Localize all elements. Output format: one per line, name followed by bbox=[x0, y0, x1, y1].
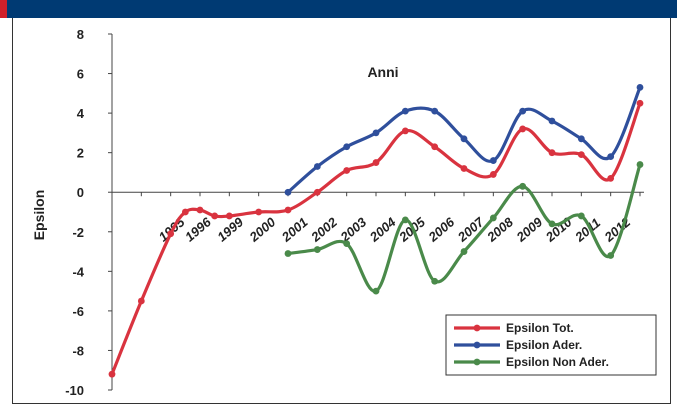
y-axis-label: Epsilon bbox=[31, 190, 47, 241]
data-point-epsilon-ader bbox=[548, 117, 556, 125]
data-point-epsilon-tot bbox=[211, 212, 219, 220]
data-point-epsilon-ader bbox=[431, 107, 439, 115]
data-point-epsilon-ader bbox=[460, 135, 468, 143]
data-point-epsilon-non-ader bbox=[284, 250, 292, 257]
data-point-epsilon-tot bbox=[225, 212, 233, 220]
x-tick-label: 2006 bbox=[425, 214, 458, 245]
data-point-epsilon-ader bbox=[343, 143, 351, 151]
legend: Epsilon Tot. Epsilon Ader. Epsilon Non Ade… bbox=[445, 314, 657, 376]
data-point-epsilon-tot bbox=[607, 174, 615, 182]
x-tick-label: 2009 bbox=[513, 214, 546, 245]
data-point-epsilon-tot bbox=[108, 370, 116, 378]
x-tick-label: 2000 bbox=[246, 214, 279, 245]
y-tick-label: 6 bbox=[77, 67, 84, 82]
legend-marker bbox=[473, 324, 481, 332]
data-point-epsilon-ader bbox=[577, 135, 585, 143]
legend-marker bbox=[473, 341, 481, 349]
data-point-epsilon-ader bbox=[636, 84, 644, 91]
data-point-epsilon-ader bbox=[372, 129, 380, 137]
data-point-epsilon-tot bbox=[137, 297, 145, 305]
data-point-epsilon-tot bbox=[636, 99, 644, 107]
data-point-epsilon-tot bbox=[167, 230, 175, 238]
data-point-epsilon-tot bbox=[343, 167, 351, 174]
y-tick-label: -8 bbox=[72, 343, 84, 358]
data-point-epsilon-tot bbox=[372, 159, 380, 166]
legend-marker bbox=[473, 358, 481, 366]
x-tick-label: 2008 bbox=[483, 214, 516, 245]
data-point-epsilon-tot bbox=[196, 206, 204, 214]
data-point-epsilon-tot bbox=[460, 165, 468, 172]
data-point-epsilon-tot bbox=[519, 125, 527, 133]
data-point-epsilon-ader bbox=[401, 107, 409, 115]
data-point-epsilon-non-ader bbox=[548, 220, 556, 228]
header-bar bbox=[0, 0, 677, 18]
data-point-epsilon-tot bbox=[255, 208, 263, 216]
data-point-epsilon-non-ader bbox=[343, 240, 351, 248]
data-point-epsilon-ader bbox=[607, 153, 615, 161]
legend-label: Epsilon Non Ader. bbox=[506, 355, 609, 369]
y-tick-label: 8 bbox=[77, 27, 84, 42]
data-point-epsilon-non-ader bbox=[489, 214, 497, 222]
x-tick-label: 2001 bbox=[278, 214, 311, 245]
data-point-epsilon-ader bbox=[519, 107, 527, 115]
data-point-epsilon-ader bbox=[313, 163, 321, 170]
data-point-epsilon-tot bbox=[577, 151, 585, 159]
data-point-epsilon-tot bbox=[284, 206, 292, 214]
data-point-epsilon-tot bbox=[489, 171, 497, 178]
x-tick-label: 1996 bbox=[182, 214, 214, 245]
data-point-epsilon-non-ader bbox=[460, 248, 468, 255]
y-axis: 8 6 4 2 0 -2 -4 -6 -8 -10 bbox=[65, 27, 113, 398]
data-point-epsilon-non-ader bbox=[431, 277, 439, 285]
data-point-epsilon-tot bbox=[313, 188, 321, 196]
header-accent bbox=[0, 0, 7, 18]
data-point-epsilon-non-ader bbox=[577, 212, 585, 220]
y-tick-label: -4 bbox=[72, 264, 84, 279]
x-tick-label: 2011 bbox=[571, 215, 603, 245]
data-point-epsilon-non-ader bbox=[401, 216, 409, 224]
data-point-epsilon-non-ader bbox=[372, 287, 380, 295]
data-point-epsilon-non-ader bbox=[636, 161, 644, 168]
y-tick-label: -10 bbox=[65, 383, 84, 398]
legend-label: Epsilon Tot. bbox=[506, 321, 574, 335]
legend-label: Epsilon Ader. bbox=[506, 338, 582, 352]
data-point-epsilon-non-ader bbox=[313, 246, 321, 253]
data-point-epsilon-non-ader bbox=[519, 182, 527, 190]
data-point-epsilon-ader bbox=[489, 157, 497, 164]
data-point-epsilon-tot bbox=[431, 143, 439, 151]
data-point-epsilon-non-ader bbox=[607, 252, 615, 259]
chart-title: Anni bbox=[367, 64, 398, 80]
legend-box bbox=[445, 314, 657, 376]
data-point-epsilon-tot bbox=[548, 149, 556, 157]
y-tick-label: 4 bbox=[77, 106, 85, 121]
data-point-epsilon-ader bbox=[284, 188, 292, 196]
y-tick-label: -6 bbox=[72, 304, 84, 319]
y-tick-label: 0 bbox=[77, 185, 84, 200]
data-point-epsilon-tot bbox=[181, 208, 189, 216]
data-point-epsilon-tot bbox=[401, 127, 409, 135]
y-tick-label: 2 bbox=[77, 146, 84, 161]
y-tick-label: -2 bbox=[72, 225, 84, 240]
series-layer bbox=[108, 84, 644, 378]
chart-frame bbox=[12, 18, 671, 404]
